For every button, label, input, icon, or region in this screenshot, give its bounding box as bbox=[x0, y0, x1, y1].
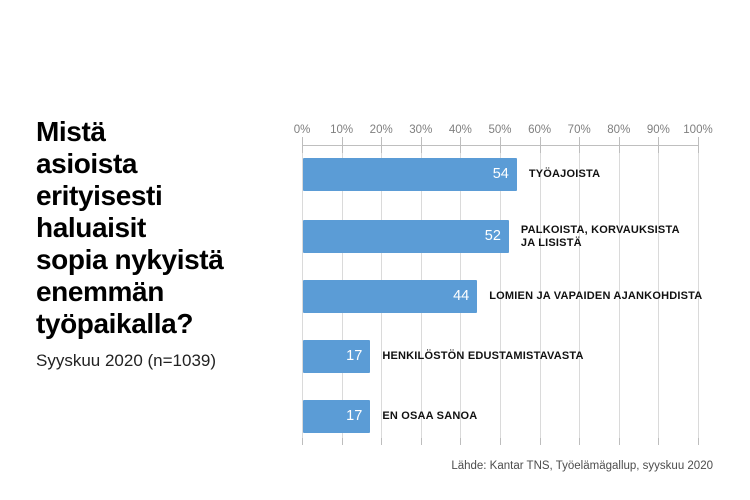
subtitle: Syyskuu 2020 (n=1039) bbox=[36, 351, 217, 370]
gridline bbox=[618, 145, 620, 445]
bar-value-label: 44 bbox=[453, 288, 470, 304]
x-axis-tick-label: 90% bbox=[646, 124, 670, 136]
page-title-line: asioista bbox=[36, 148, 138, 179]
gridline bbox=[302, 145, 303, 445]
gridline bbox=[658, 145, 660, 445]
bar-category-label-line: TYÖAJOISTA bbox=[528, 168, 601, 180]
bar-category-label: PALKOISTA, KORVAUKSISTA JA LISISTÄ bbox=[521, 220, 680, 253]
page-title-line: haluaisit bbox=[36, 212, 146, 243]
gridline bbox=[698, 145, 699, 445]
x-axis-tick-mark-bottom bbox=[539, 438, 541, 445]
x-axis-tick-mark bbox=[500, 137, 501, 153]
x-axis-tick-mark bbox=[658, 137, 660, 153]
bar: 17 bbox=[303, 400, 371, 433]
x-axis-tick-mark bbox=[579, 137, 581, 153]
x-axis-tick-mark-bottom bbox=[658, 438, 660, 445]
x-axis-tick-mark bbox=[302, 137, 303, 153]
x-axis-tick-mark-bottom bbox=[618, 438, 620, 445]
bar-category-label: LOMIEN JA VAPAIDEN AJANKOHDISTA bbox=[489, 280, 702, 313]
x-axis-tick-label: 50% bbox=[488, 124, 512, 136]
x-axis-tick-label: 60% bbox=[528, 124, 552, 136]
page-title: Mistä asioista erityisesti haluaisit sopia n… bbox=[36, 116, 276, 340]
x-axis-tick-mark-bottom bbox=[302, 438, 303, 445]
bar-category-label: EN OSAA SANOA bbox=[382, 400, 477, 433]
x-axis-tick-mark-bottom bbox=[579, 438, 581, 445]
x-axis-tick-label: 40% bbox=[448, 124, 472, 136]
x-axis-tick-mark bbox=[381, 137, 383, 153]
x-axis-tick-mark-bottom bbox=[420, 438, 422, 445]
x-axis-tick-mark bbox=[420, 137, 422, 153]
title-block: Mistä asioista erityisesti haluaisit sopia n… bbox=[36, 116, 276, 372]
bar: 54 bbox=[303, 158, 517, 191]
x-axis-tick-mark-bottom bbox=[341, 438, 343, 445]
source-note: Lähde: Kantar TNS, Työelämägallup, syysk… bbox=[451, 460, 713, 472]
bar-category-label-line: JA LISISTÄ bbox=[520, 236, 582, 249]
x-axis-tick-mark-bottom bbox=[698, 438, 699, 445]
x-axis-tick-mark bbox=[539, 137, 541, 153]
x-axis-tick-label: 100% bbox=[683, 124, 713, 136]
gridline bbox=[579, 145, 581, 445]
x-axis-tick-mark bbox=[698, 137, 699, 153]
bar-value-label: 17 bbox=[346, 348, 363, 364]
x-axis-tick-label: 0% bbox=[293, 124, 311, 136]
bar-category-label: HENKILÖSTÖN EDUSTAMISTAVASTA bbox=[382, 340, 583, 373]
bar-category-label-line: HENKILÖSTÖN EDUSTAMISTAVASTA bbox=[382, 350, 584, 362]
bar: 17 bbox=[303, 340, 371, 373]
page-title-line: erityisesti bbox=[36, 180, 163, 211]
bar-category-label-line: EN OSAA SANOA bbox=[382, 410, 478, 422]
bar-value-label: 52 bbox=[484, 228, 501, 244]
x-axis-tick-label: 30% bbox=[409, 124, 433, 136]
x-axis-tick-mark bbox=[618, 137, 620, 153]
page-title-line: työpaikalla? bbox=[36, 308, 194, 339]
page-title-line: sopia nykyistä bbox=[36, 244, 224, 275]
bar-category-label: TYÖAJOISTA bbox=[529, 158, 600, 191]
x-axis-tick-mark-bottom bbox=[460, 438, 462, 445]
x-axis-tick-mark-bottom bbox=[381, 438, 383, 445]
x-axis-tick-label: 80% bbox=[607, 124, 631, 136]
x-axis-tick-label: 20% bbox=[369, 124, 393, 136]
bar: 44 bbox=[303, 280, 478, 313]
bar-category-label-line: PALKOISTA, KORVAUKSISTA bbox=[520, 223, 680, 236]
page-title-line: Mistä bbox=[36, 116, 106, 147]
gridline bbox=[539, 145, 541, 445]
bar: 52 bbox=[303, 220, 509, 253]
bar-category-label-line: LOMIEN JA VAPAIDEN AJANKOHDISTA bbox=[489, 290, 703, 302]
x-axis-tick-label: 10% bbox=[330, 124, 354, 136]
x-axis-tick-mark bbox=[341, 137, 343, 153]
page-title-line: enemmän bbox=[36, 276, 164, 307]
x-axis: 0% 10% 20% 30% 40% 50% 60% 70% 80% 90% 100% bbox=[294, 123, 713, 138]
bar-value-label: 17 bbox=[346, 408, 363, 424]
x-axis-tick-mark-bottom bbox=[500, 438, 501, 445]
bar-chart: 0% 10% 20% 30% 40% 50% 60% 70% 80% 90% 100% 54 TYÖA… bbox=[294, 124, 713, 445]
bar-value-label: 54 bbox=[492, 166, 509, 182]
x-axis-tick-label: 70% bbox=[567, 124, 591, 136]
x-axis-tick-mark bbox=[460, 137, 462, 153]
gridline bbox=[500, 145, 501, 445]
